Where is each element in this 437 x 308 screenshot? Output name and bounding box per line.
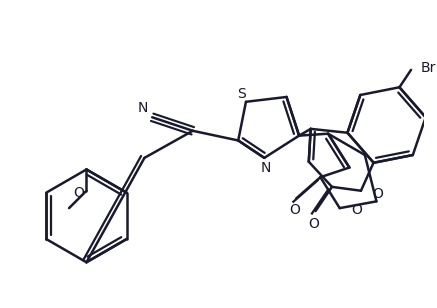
Text: O: O [73,186,84,200]
Text: S: S [237,87,246,101]
Text: O: O [308,217,319,231]
Text: O: O [373,187,383,201]
Text: N: N [261,160,271,175]
Text: O: O [289,203,300,217]
Text: Br: Br [421,61,436,75]
Text: O: O [351,203,362,217]
Text: N: N [137,101,148,115]
